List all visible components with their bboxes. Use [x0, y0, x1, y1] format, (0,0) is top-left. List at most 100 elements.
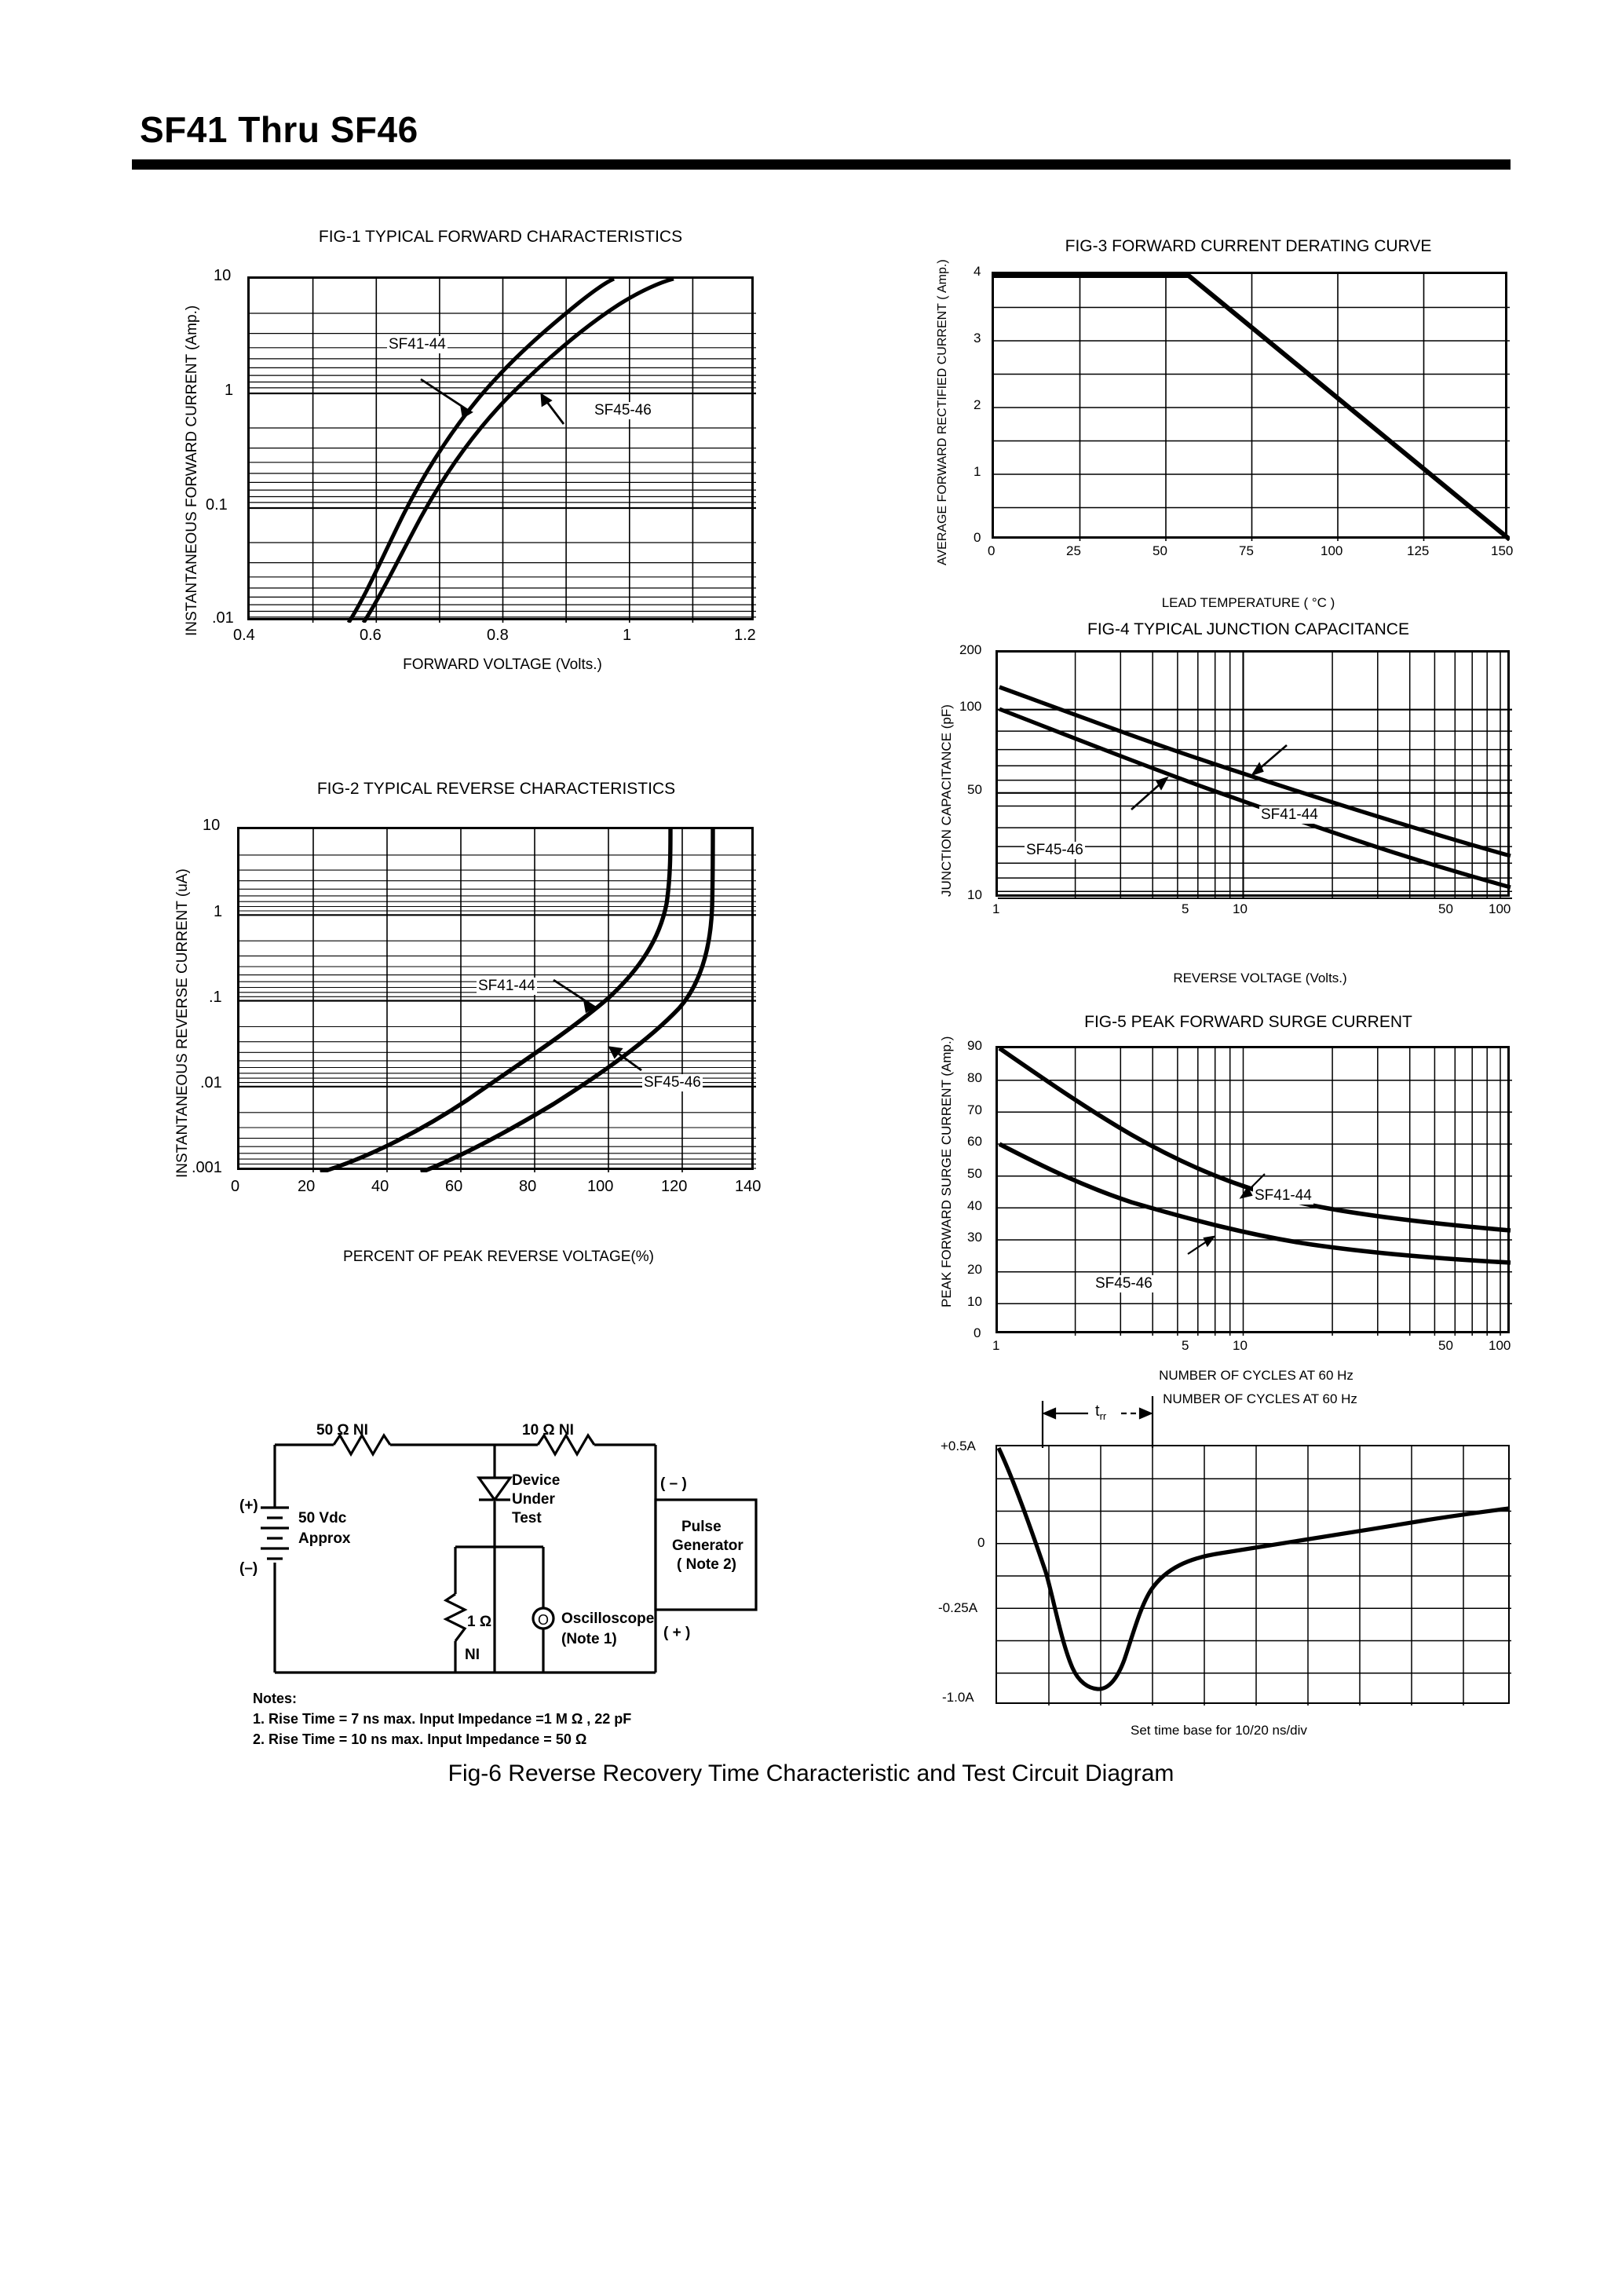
fig2-xtick-120: 120	[661, 1178, 688, 1195]
fig1-xtick-0p4: 0.4	[233, 627, 255, 644]
fig1-chart-svg	[250, 279, 756, 623]
fig2-y-axis-label: INSTANTANEOUS REVERSE CURRENT (uA)	[174, 868, 191, 1178]
fig6-trr-symbol: t	[1095, 1402, 1100, 1420]
fig6-caption: Fig-6 Reverse Recovery Time Characterist…	[448, 1760, 1174, 1786]
fig6-waveform-svg	[997, 1446, 1511, 1706]
fig4-x-axis-label: REVERSE VOLTAGE (Volts.)	[1173, 971, 1347, 985]
fig1-label-sf45-46: SF45-46	[593, 402, 653, 419]
circuit-battery-approx: Approx	[298, 1530, 351, 1547]
fig3-xtick-75: 75	[1239, 543, 1254, 558]
fig4-xtick-100: 100	[1489, 901, 1511, 916]
circuit-sense-resistor-label: 1 Ω	[467, 1614, 492, 1630]
fig5-curve-sf45-46	[998, 1142, 1511, 1265]
fig3-plot-area	[992, 272, 1510, 541]
circuit-dut-line3: Test	[512, 1510, 542, 1526]
fig5-xtick-5: 5	[1182, 1338, 1189, 1353]
fig4-y-axis-label: JUNCTION CAPACITANCE (pF)	[939, 704, 954, 897]
fig3-xtick-25: 25	[1066, 543, 1081, 558]
fig2-ytick-1: 1	[214, 903, 223, 920]
fig6-ytick-0: 0	[977, 1535, 985, 1550]
circuit-r2-label: 10 Ω NI	[522, 1422, 574, 1439]
fig4-xtick-5: 5	[1182, 901, 1189, 916]
fig3-ytick-3: 3	[974, 331, 981, 345]
svg-text:O: O	[538, 1612, 549, 1628]
fig5-ytick-30: 30	[967, 1230, 982, 1245]
fig5-chart-svg	[998, 1048, 1512, 1336]
fig5-title: FIG-5 PEAK FORWARD SURGE CURRENT	[1084, 1013, 1412, 1031]
fig2-xtick-140: 140	[735, 1178, 762, 1195]
fig4-xtick-10: 10	[1233, 901, 1248, 916]
page-title: SF41 Thru SF46	[140, 109, 418, 150]
notes-title: Notes:	[253, 1691, 298, 1706]
circuit-oscilloscope-note: (Note 1)	[561, 1631, 617, 1647]
fig5-plot-area	[995, 1046, 1512, 1336]
fig2-x-axis-label: PERCENT OF PEAK REVERSE VOLTAGE(%)	[343, 1249, 654, 1265]
fig6-trr-bracket-svg	[1041, 1396, 1154, 1448]
fig5-ytick-50: 50	[967, 1166, 982, 1181]
fig2-title: FIG-2 TYPICAL REVERSE CHARACTERISTICS	[316, 780, 676, 798]
fig5-xtick-1: 1	[992, 1338, 1000, 1353]
fig3-xtick-125: 125	[1407, 543, 1430, 558]
fig4-chart-svg	[998, 653, 1512, 899]
fig1-curve-sf41-44	[346, 279, 616, 623]
circuit-oscilloscope-label: Oscilloscope	[561, 1610, 655, 1627]
circuit-sense-resistor-ni: NI	[465, 1647, 480, 1663]
fig6-test-circuit: O	[259, 1413, 762, 1680]
fig5-ytick-70: 70	[967, 1102, 982, 1117]
fig2-xtick-0: 0	[231, 1178, 240, 1195]
fig4-ytick-100: 100	[959, 699, 982, 714]
circuit-pulsegen-line3: ( Note 2)	[677, 1556, 736, 1573]
fig2-label-sf41-44: SF41-44	[477, 978, 537, 995]
fig1-plot-area	[247, 276, 756, 623]
fig4-ytick-50: 50	[967, 782, 982, 797]
circuit-pulsegen-line1: Pulse	[681, 1519, 721, 1535]
fig2-ytick-10: 10	[203, 817, 221, 834]
fig2-curve-sf41-44	[320, 829, 673, 1172]
circuit-battery-value: 50 Vdc	[298, 1510, 347, 1526]
fig1-label-sf41-44: SF41-44	[387, 336, 448, 353]
fig2-xtick-20: 20	[298, 1178, 316, 1195]
fig3-curve-derating	[994, 274, 1510, 541]
fig6-waveform-curve	[997, 1446, 1510, 1691]
fig6-trr-subscript: rr	[1099, 1410, 1107, 1422]
fig2-xtick-80: 80	[519, 1178, 537, 1195]
fig5-ytick-60: 60	[967, 1134, 982, 1149]
fig1-ytick-0p01: .01	[212, 609, 234, 627]
circuit-pulsegen-line2: Generator	[672, 1537, 743, 1554]
fig4-ytick-200: 200	[959, 642, 982, 657]
fig5-ytick-80: 80	[967, 1070, 982, 1085]
fig3-ytick-1: 1	[974, 464, 981, 479]
fig3-ytick-2: 2	[974, 397, 981, 412]
fig3-xtick-50: 50	[1153, 543, 1167, 558]
fig1-curve-sf45-46	[361, 279, 674, 623]
fig5-label-sf41-44: SF41-44	[1253, 1187, 1313, 1205]
fig1-xtick-1: 1	[623, 627, 632, 644]
fig4-label-sf45-46: SF45-46	[1025, 842, 1085, 859]
fig1-ytick-10: 10	[214, 267, 232, 284]
circuit-dut-line1: Device	[512, 1472, 561, 1489]
fig2-plot-area	[237, 827, 756, 1172]
fig4-xtick-1: 1	[992, 901, 1000, 916]
fig4-plot-area	[995, 650, 1512, 899]
circuit-battery-minus: (–)	[239, 1560, 258, 1577]
fig5-ytick-0: 0	[974, 1325, 981, 1340]
circuit-r1-label: 50 Ω NI	[316, 1422, 368, 1439]
circuit-pulsegen-plus: ( + )	[663, 1625, 691, 1641]
fig1-y-axis-label: INSTANTANEOUS FORWARD CURRENT (Amp.)	[184, 305, 200, 636]
fig4-label-sf41-44: SF41-44	[1259, 806, 1320, 824]
fig6-ytick-plus0p5a: +0.5A	[941, 1439, 976, 1453]
fig4-title: FIG-4 TYPICAL JUNCTION CAPACITANCE	[1087, 620, 1409, 638]
fig4-curve-sf41-44	[999, 685, 1511, 858]
fig5-x-axis-label: NUMBER OF CYCLES AT 60 Hz	[1163, 1391, 1357, 1406]
fig1-ytick-1: 1	[225, 382, 234, 399]
fig3-ytick-0: 0	[974, 530, 981, 545]
fig3-ytick-4: 4	[974, 264, 981, 279]
fig1-title: FIG-1 TYPICAL FORWARD CHARACTERISTICS	[318, 228, 683, 246]
fig3-y-axis-label: AVERAGE FORWARD RECTIFIED CURRENT ( Amp.…	[936, 259, 949, 565]
fig6-trr-bracket	[995, 1396, 1510, 1448]
fig5-curve-sf41-44	[998, 1048, 1511, 1233]
note-1: 1. Rise Time = 7 ns max. Input Impedance…	[253, 1711, 632, 1727]
fig3-chart-svg	[994, 274, 1510, 541]
fig6-trr-label: trr	[1095, 1402, 1106, 1422]
fig2-xtick-60: 60	[445, 1178, 463, 1195]
